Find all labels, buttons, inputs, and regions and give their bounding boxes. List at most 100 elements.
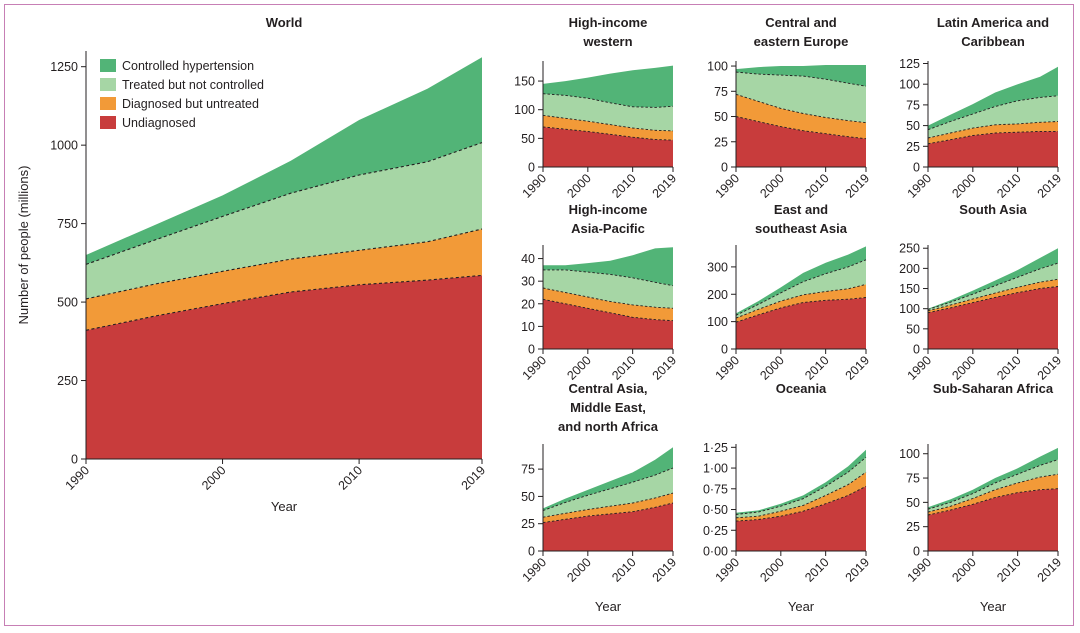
y-tick-label: 0·00 [703,545,728,559]
legend: Controlled hypertension Treated but not c… [100,59,264,130]
area-controlled-hypertension [928,447,1058,510]
legend-label-undiagnosed: Undiagnosed [122,116,196,130]
area-treated-but-not-controlled [543,269,673,309]
panel-latin-america-and-caribbean: 0 25 50 75 100 125 1990 2000 2010 2019 Latin Ameri… [899,15,1064,201]
y-tick-label: 50 [521,132,535,146]
boundary-undiagnosed [542,502,674,524]
y-tick-label: 0 [721,161,728,175]
x-tick-label: 1990 [713,171,743,201]
panel-title: Middle East, [570,400,646,415]
y-tick-label: 0·50 [703,503,728,517]
boundary-undiagnosed [927,488,1059,516]
panel-title: High-income [569,15,648,30]
y-tick-label: 10 [521,320,535,334]
area-controlled-hypertension [543,447,673,511]
boundary-treated-but-not-controlled [927,459,1059,510]
x-tick-label: 2010 [609,353,639,383]
y-tick-label: 30 [521,275,535,289]
boundary-diagnosed-but-untreated [542,492,674,518]
x-tick-label: 1990 [905,555,935,585]
legend-label-treated-but-not-controlled: Treated but not controlled [122,78,264,92]
x-tick-label: 2010 [609,171,639,201]
area-undiagnosed [543,299,673,349]
x-tick-label: 1990 [63,463,93,493]
panel-central-and-eastern-europe: 0 25 50 75 100 1990 2000 2010 2019 Central and eas… [707,15,872,201]
area-undiagnosed [543,126,673,167]
boundary-diagnosed-but-untreated [735,93,867,124]
y-tick-label: 25 [714,135,728,149]
x-axis-label: Year [788,599,815,614]
area-treated-but-not-controlled [928,459,1058,513]
y-tick-label: 25 [906,140,920,154]
panel-title: Sub-Saharan Africa [933,381,1054,396]
x-tick-label: 2000 [564,555,594,585]
legend-label-controlled-hypertension: Controlled hypertension [122,59,254,73]
boundary-undiagnosed [927,286,1059,314]
boundary-undiagnosed [735,116,867,140]
x-tick-label: 1990 [520,353,550,383]
y-tick-label: 100 [899,447,920,461]
boundary-treated-but-not-controlled [735,259,867,316]
y-tick-label: 50 [521,490,535,504]
area-diagnosed-but-untreated [543,288,673,321]
area-treated-but-not-controlled [736,259,866,319]
y-tick-label: 150 [514,75,535,89]
panel-south-asia: 0 50 100 150 200 250 1990 2000 2010 2019 South Asi… [899,202,1064,383]
x-tick-label: 1990 [520,171,550,201]
y-tick-label: 50 [906,496,920,510]
panel-sub-saharan-africa: 0 25 50 75 100 1990 2000 2010 2019 Sub-Saharan Af… [899,381,1064,614]
y-tick-label: 300 [707,260,728,274]
area-treated-but-not-controlled [928,95,1058,138]
area-controlled-hypertension [928,66,1058,130]
area-diagnosed-but-untreated [928,474,1058,515]
x-axis-label: Year [980,599,1007,614]
y-tick-label: 75 [906,472,920,486]
x-tick-label: 1990 [713,353,743,383]
x-tick-label: 2010 [802,353,832,383]
y-tick-label: 0·25 [703,524,728,538]
y-tick-label: 0 [528,161,535,175]
panel-title: Central Asia, [569,381,648,396]
legend-swatch-treated-but-not-controlled [100,78,116,91]
boundary-undiagnosed [735,485,867,522]
x-tick-label: 2019 [650,555,680,585]
area-treated-but-not-controlled [736,72,866,123]
panel-central-asia-middle-east-and-north-africa: 0 25 50 75 1990 2000 2010 2019 Central Asia, Midd… [520,381,680,614]
panel-title: Caribbean [961,34,1025,49]
x-tick-label: 2019 [650,353,680,383]
area-diagnosed-but-untreated [736,94,866,139]
area-diagnosed-but-untreated [543,493,673,523]
panel-title: southeast Asia [755,221,848,236]
boundary-undiagnosed [542,126,674,141]
area-undiagnosed [928,131,1058,167]
panel-title: Oceania [776,381,827,396]
area-controlled-hypertension [736,246,866,316]
y-axis-label: Number of people (millions) [16,166,31,325]
area-undiagnosed [736,297,866,349]
panel-title: South Asia [959,202,1027,217]
panel-title: East and [774,202,828,217]
x-tick-label: 2000 [199,463,229,493]
panel-title: western [582,34,632,49]
y-tick-label: 250 [899,242,920,256]
y-tick-label: 0 [913,545,920,559]
y-tick-label: 50 [906,119,920,133]
x-tick-label: 2019 [459,463,489,493]
boundary-diagnosed-but-untreated [927,121,1059,139]
panel-oceania: 0·00 0·25 0·50 0·75 1·00 1·25 1990 2000 2010 2019… [703,381,872,614]
boundary-treated-but-not-controlled [735,71,867,87]
x-tick-label: 2019 [1035,353,1065,383]
y-tick-label: 75 [521,463,535,477]
legend-swatch-undiagnosed [100,116,116,129]
y-tick-label: 0 [71,453,78,467]
panel-high-income-asia-pacific: 0 10 20 30 40 1990 2000 2010 2019 High-income Asia… [520,202,680,383]
legend-swatch-controlled-hypertension [100,59,116,72]
legend-label-diagnosed-but-untreated: Diagnosed but untreated [122,97,259,111]
area-undiagnosed [736,116,866,167]
area-treated-but-not-controlled [86,142,482,299]
area-treated-but-not-controlled [543,93,673,131]
y-tick-label: 0 [721,343,728,357]
x-tick-label: 1990 [905,171,935,201]
x-tick-label: 2000 [757,353,787,383]
